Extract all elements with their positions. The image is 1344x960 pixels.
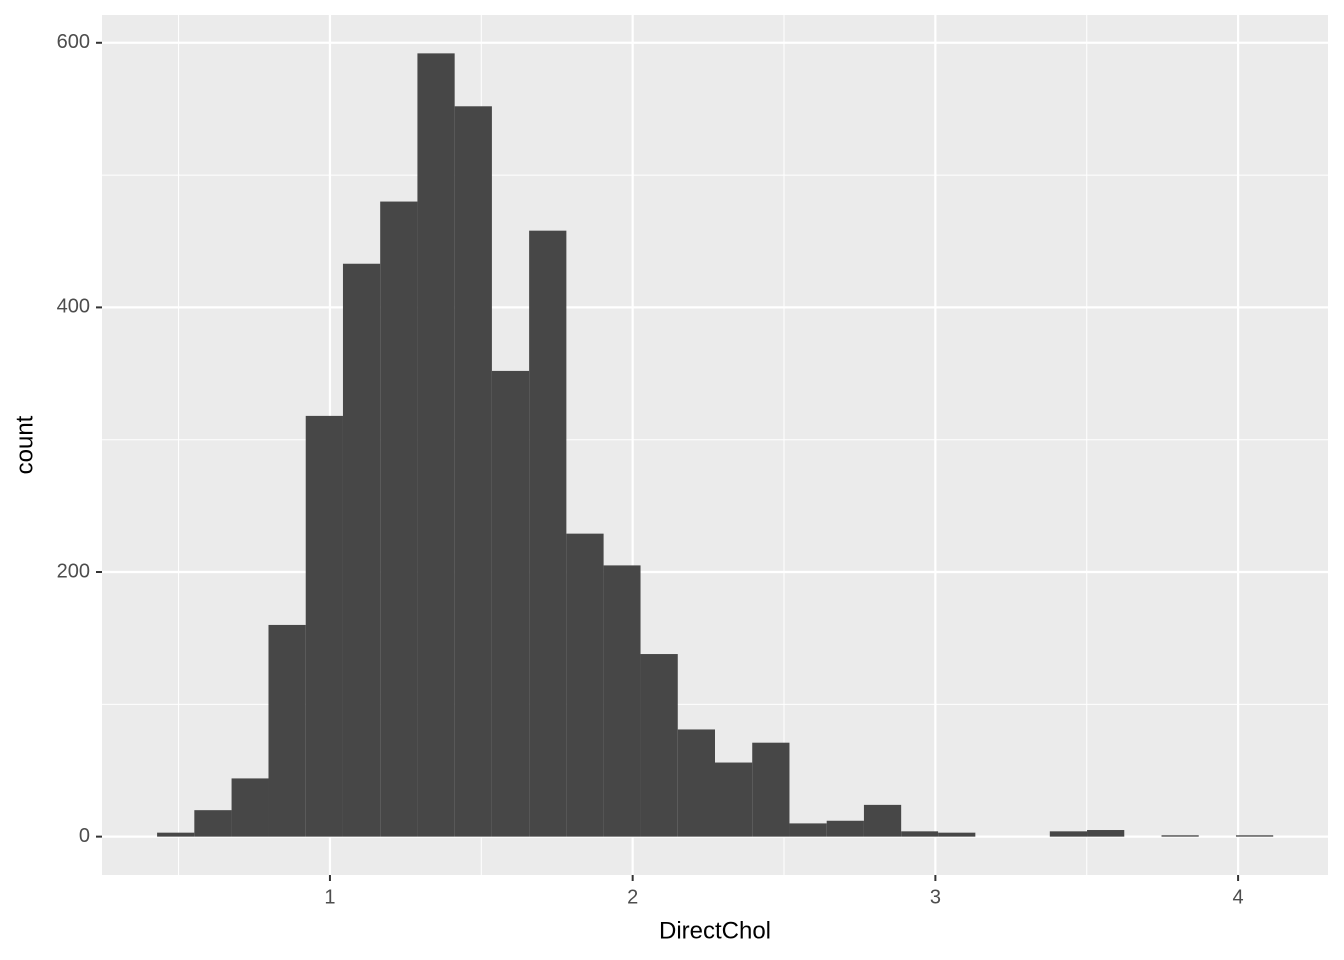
x-tick-label: 2	[627, 886, 638, 908]
bar	[157, 832, 195, 837]
x-tick-label: 3	[930, 886, 941, 908]
bar	[268, 624, 306, 837]
y-tick-label: 400	[57, 296, 90, 318]
bar	[566, 533, 604, 837]
bar	[938, 832, 976, 837]
bar	[491, 370, 530, 837]
x-tick-label: 4	[1233, 886, 1244, 908]
y-tick-label: 600	[57, 31, 90, 53]
x-axis-title: DirectChol	[659, 917, 771, 944]
bar	[380, 201, 418, 837]
x-tick-label: 1	[324, 886, 335, 908]
bar	[1235, 835, 1274, 837]
y-axis-title: count	[11, 415, 38, 474]
bar	[640, 654, 678, 837]
bar	[677, 729, 715, 837]
bar	[1161, 835, 1199, 837]
bar	[752, 742, 790, 837]
y-tick-label: 200	[57, 560, 90, 582]
y-tick-label: 0	[79, 825, 90, 847]
bar	[1049, 831, 1088, 837]
bar	[529, 230, 567, 837]
bar	[863, 804, 902, 837]
bar	[231, 778, 269, 837]
bar	[454, 106, 492, 837]
bar	[342, 263, 381, 837]
bar	[1087, 830, 1125, 837]
bar	[901, 831, 939, 837]
bar	[305, 415, 343, 837]
bar	[826, 820, 864, 837]
bar	[603, 565, 641, 837]
bar	[417, 53, 455, 837]
bar	[789, 823, 827, 837]
bar	[715, 762, 753, 837]
bar	[194, 810, 232, 837]
